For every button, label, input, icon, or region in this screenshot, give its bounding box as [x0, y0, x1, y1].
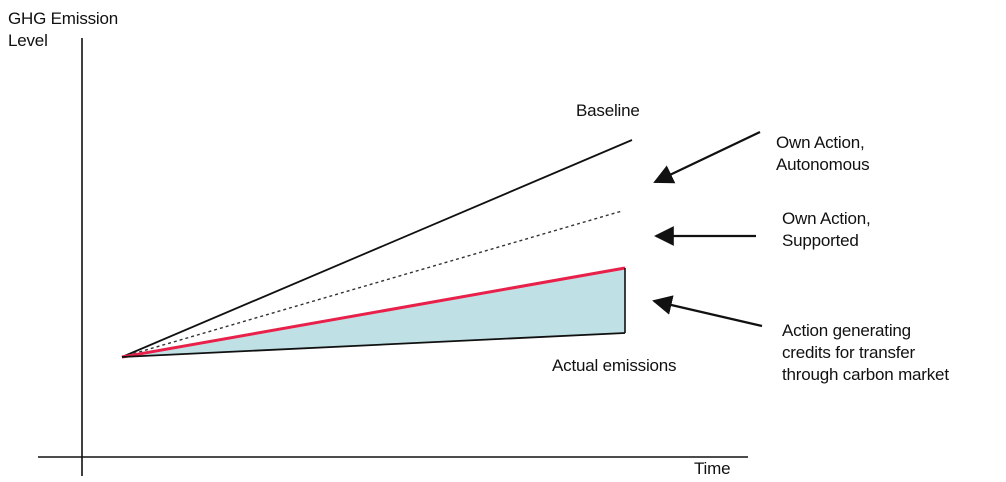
- arrow-autonomous: [653, 131, 761, 184]
- annotation-own-action-autonomous: Own Action, Autonomous: [776, 132, 870, 176]
- baseline-line: [121, 139, 633, 358]
- annotation-line: Action generating: [782, 321, 911, 340]
- y-axis-label-line-2: Level: [8, 31, 48, 50]
- annotation-line: Supported: [782, 231, 859, 250]
- supported-dashed-line: [121, 210, 623, 358]
- annotation-line: Autonomous: [776, 155, 870, 174]
- annotation-own-action-supported: Own Action, Supported: [782, 208, 871, 252]
- y-axis-label: GHG Emission Level: [8, 8, 118, 52]
- y-axis-label-line-1: GHG Emission: [8, 9, 119, 28]
- own-action-red-line: [121, 266, 626, 359]
- annotation-line: through carbon market: [782, 365, 949, 384]
- actual-emissions-label: Actual emissions: [552, 356, 677, 375]
- annotation-carbon-market-credits: Action generating credits for transfer t…: [782, 320, 949, 386]
- annotation-line: credits for transfer: [782, 343, 915, 362]
- actual-emissions-line: [121, 332, 626, 358]
- baseline-label: Baseline: [576, 101, 640, 120]
- arrow-credits: [652, 295, 763, 328]
- annotation-line: Own Action,: [776, 133, 865, 152]
- annotation-line: Own Action,: [782, 209, 871, 228]
- x-axis-label: Time: [694, 459, 731, 478]
